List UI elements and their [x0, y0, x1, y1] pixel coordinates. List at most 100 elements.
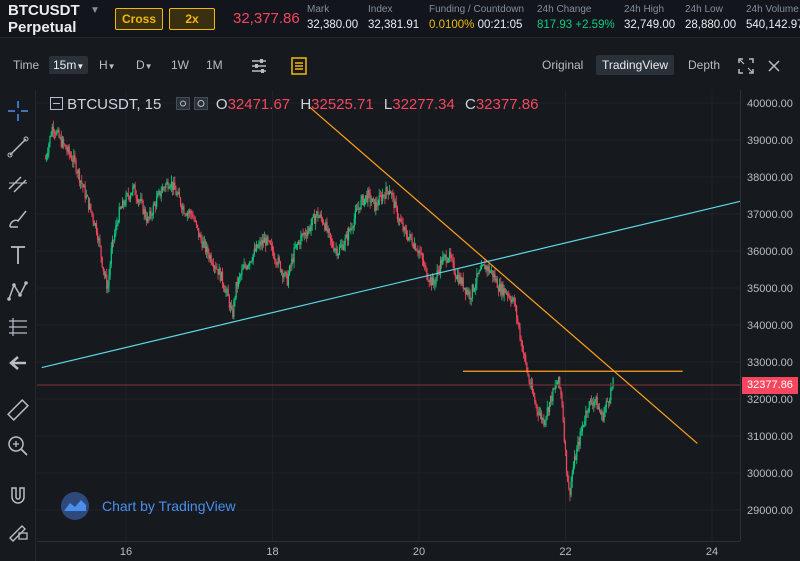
fullscreen-icon[interactable]	[735, 55, 757, 77]
candle-body	[68, 146, 70, 154]
leverage-button[interactable]: 2x	[169, 8, 215, 30]
candle-body	[350, 227, 352, 231]
contract-type: Perpetual	[8, 19, 77, 36]
candle-body	[85, 195, 87, 198]
candle-body	[403, 227, 405, 231]
symbol-selector[interactable]: BTCUSDT Perpetual ▼	[8, 2, 100, 36]
interval-1w[interactable]: 1W	[171, 58, 189, 72]
interval-hour[interactable]: H▼	[99, 58, 116, 72]
candle-body	[468, 291, 470, 295]
candle-body	[178, 192, 180, 198]
candle-body	[126, 193, 128, 195]
candle-body	[325, 222, 327, 230]
crosshair-icon[interactable]	[6, 99, 30, 123]
price-chart[interactable]: 40000.00 39000.00 38000.00 37000.00 36000.00…	[37, 90, 800, 561]
current-price-tag: 32377.86	[742, 377, 798, 394]
candle-body	[147, 217, 149, 222]
candle-body	[221, 271, 224, 285]
brush-icon[interactable]	[6, 207, 30, 231]
candle-body	[449, 252, 451, 259]
candle-body	[192, 216, 194, 218]
candle-body	[554, 385, 556, 390]
price-tick-label: 34000.00	[747, 320, 793, 332]
candle-body	[201, 239, 203, 248]
interval-1m[interactable]: 1M	[206, 58, 223, 72]
candle-body	[81, 180, 83, 185]
pattern-tool-icon[interactable]	[6, 279, 30, 303]
close-icon[interactable]	[763, 55, 785, 77]
candle-body	[89, 203, 91, 210]
candle-body	[498, 283, 501, 292]
candle-body	[106, 274, 108, 289]
interval-day[interactable]: D▼	[136, 58, 153, 72]
candle-body	[596, 396, 598, 410]
trend-line-icon[interactable]	[6, 135, 30, 159]
candle-body	[357, 209, 359, 210]
candle-body	[493, 274, 495, 278]
candle-body	[67, 146, 69, 152]
candle-body	[579, 431, 581, 446]
settings-gear-icon[interactable]	[193, 97, 208, 110]
candle-body	[526, 362, 528, 372]
settings-sliders-icon[interactable]	[248, 55, 270, 77]
tab-tradingview[interactable]: TradingView	[596, 55, 675, 75]
candle-body	[307, 231, 309, 237]
interval-15m[interactable]: 15m▼	[49, 56, 89, 74]
candle-body	[58, 129, 60, 138]
candle-body	[597, 407, 599, 410]
zoom-in-icon[interactable]	[6, 434, 30, 458]
candle-body	[123, 200, 125, 206]
text-tool-icon[interactable]	[6, 243, 30, 267]
candle-body	[397, 219, 400, 221]
candle-body	[604, 407, 606, 412]
candle-body	[584, 421, 586, 425]
candle-body	[244, 264, 246, 267]
candle-body	[369, 192, 371, 203]
candle-body	[286, 272, 288, 286]
prediction-tool-icon[interactable]	[6, 315, 30, 339]
candle-body	[102, 267, 104, 272]
interval-label: H	[99, 58, 108, 72]
legend-open-label: O	[215, 96, 228, 113]
candle-body	[512, 297, 514, 300]
candle-body	[64, 144, 66, 146]
candle-body	[91, 211, 93, 215]
candle-body	[411, 238, 413, 245]
fib-tool-icon[interactable]	[6, 171, 30, 195]
candle-body	[575, 456, 577, 461]
candle-body	[399, 219, 401, 221]
lock-drawing-icon[interactable]	[6, 518, 30, 542]
candle-body	[558, 376, 560, 383]
indicators-list-icon[interactable]	[288, 55, 310, 77]
candle-body	[336, 248, 338, 256]
candle-body	[404, 227, 406, 231]
candle-body	[337, 253, 339, 256]
candle-body	[308, 227, 310, 232]
tab-depth[interactable]: Depth	[688, 58, 721, 72]
candle-body	[59, 136, 61, 138]
ruler-icon[interactable]	[6, 398, 30, 422]
candle-body	[128, 196, 131, 199]
arrow-left-icon[interactable]	[6, 351, 30, 375]
candle-body	[473, 288, 476, 292]
eye-icon[interactable]	[175, 97, 190, 110]
candle-body	[385, 186, 387, 199]
candle-body	[419, 250, 421, 254]
tradingview-watermark[interactable]: Chart by TradingView	[58, 492, 236, 520]
candle-body	[552, 388, 554, 402]
margin-mode-button[interactable]: Cross	[115, 8, 163, 30]
candle-body	[142, 200, 144, 214]
magnet-icon[interactable]	[6, 484, 30, 508]
candle-body	[342, 244, 344, 250]
candle-body	[273, 251, 275, 259]
candle-body	[374, 199, 376, 211]
candle-body	[103, 271, 106, 276]
candle-body	[313, 214, 316, 224]
tab-original[interactable]: Original	[542, 58, 584, 72]
collapse-square-icon[interactable]	[50, 97, 63, 110]
candle-body	[231, 305, 233, 310]
candle-body	[203, 241, 205, 242]
candle-body	[437, 270, 439, 272]
candle-body	[391, 193, 393, 194]
candle-body	[260, 241, 262, 246]
